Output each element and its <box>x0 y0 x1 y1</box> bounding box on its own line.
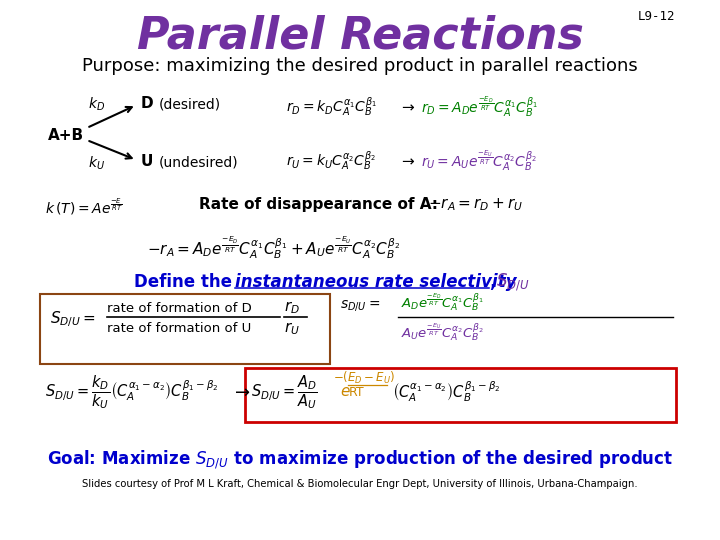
Text: $r_U$: $r_U$ <box>284 321 300 338</box>
Text: Slides courtesy of Prof M L Kraft, Chemical & Biomolecular Engr Dept, University: Slides courtesy of Prof M L Kraft, Chemi… <box>82 479 638 489</box>
Text: $\left(C_A^{\alpha_1-\alpha_2}\right)C_B^{\beta_1-\beta_2}$: $\left(C_A^{\alpha_1-\alpha_2}\right)C_B… <box>392 380 500 404</box>
Text: $A_U e^{\frac{-E_U}{RT}} C_A^{\alpha_2} C_B^{\beta_2}$: $A_U e^{\frac{-E_U}{RT}} C_A^{\alpha_2} … <box>401 321 483 343</box>
Text: $S_{D/U} = \dfrac{k_D}{k_U}\left(C_A^{\alpha_1-\alpha_2}\right)C_B^{\beta_1-\bet: $S_{D/U} = \dfrac{k_D}{k_U}\left(C_A^{\a… <box>45 373 219 411</box>
Text: $r_D = k_D C_A^{\alpha_1} C_B^{\beta_1}$: $r_D = k_D C_A^{\alpha_1} C_B^{\beta_1}$ <box>286 96 377 119</box>
Text: $k_D$: $k_D$ <box>89 95 106 113</box>
Text: L9-12: L9-12 <box>637 10 675 23</box>
Text: $S_{D/U}$: $S_{D/U}$ <box>496 271 529 293</box>
Text: $-(E_D-E_U)$: $-(E_D-E_U)$ <box>333 370 395 386</box>
Text: RT: RT <box>349 387 365 400</box>
Text: $k_U$: $k_U$ <box>89 154 105 172</box>
Text: $\rightarrow$: $\rightarrow$ <box>399 153 416 168</box>
Text: Purpose: maximizing the desired product in parallel reactions: Purpose: maximizing the desired product … <box>82 57 638 75</box>
Text: $r_U = A_U e^{\frac{-E_U}{RT}} C_A^{\alpha_2} C_B^{\beta_2}$: $r_U = A_U e^{\frac{-E_U}{RT}} C_A^{\alp… <box>420 148 537 173</box>
Text: $s_{D/U} =$: $s_{D/U} =$ <box>340 300 380 314</box>
Text: $r_D$: $r_D$ <box>284 300 300 316</box>
Text: instantaneous rate selectivity: instantaneous rate selectivity <box>235 273 517 291</box>
Text: $A_D e^{\frac{-E_D}{RT}} C_A^{\alpha_1} C_B^{\beta_1}$: $A_D e^{\frac{-E_D}{RT}} C_A^{\alpha_1} … <box>401 291 484 313</box>
Text: U: U <box>141 154 153 170</box>
Text: Parallel Reactions: Parallel Reactions <box>137 15 583 57</box>
Text: Goal: Maximize $S_{D/U}$ to maximize production of the desired product: Goal: Maximize $S_{D/U}$ to maximize pro… <box>47 449 673 471</box>
Text: $\rightarrow$: $\rightarrow$ <box>399 99 416 114</box>
Text: $-r_A = A_D e^{\frac{-E_D}{RT}} C_A^{\alpha_1} C_B^{\beta_1} + A_U e^{\frac{-E_U: $-r_A = A_D e^{\frac{-E_D}{RT}} C_A^{\al… <box>148 234 401 261</box>
Text: $\rightarrow$: $\rightarrow$ <box>231 383 251 401</box>
Text: $S_{D/U} = \dfrac{A_D}{A_U}$: $S_{D/U} = \dfrac{A_D}{A_U}$ <box>251 373 318 411</box>
Text: Define the: Define the <box>134 273 238 291</box>
Text: $S_{D/U} =$: $S_{D/U} =$ <box>50 309 96 329</box>
Text: (desired): (desired) <box>159 97 221 111</box>
Text: D: D <box>141 97 153 111</box>
Text: rate of formation of D: rate of formation of D <box>107 301 251 314</box>
Text: $r_D = A_D e^{\frac{-E_D}{RT}} C_A^{\alpha_1} C_B^{\beta_1}$: $r_D = A_D e^{\frac{-E_D}{RT}} C_A^{\alp… <box>420 94 538 119</box>
Text: $r_U = k_U C_A^{\alpha_2} C_B^{\beta_2}$: $r_U = k_U C_A^{\alpha_2} C_B^{\beta_2}$ <box>286 150 376 173</box>
Text: (undesired): (undesired) <box>159 155 238 169</box>
Bar <box>245 368 676 422</box>
Text: Rate of disappearance of A:: Rate of disappearance of A: <box>199 198 438 213</box>
Text: $-r_A = r_D + r_U$: $-r_A = r_D + r_U$ <box>428 197 523 213</box>
Text: A+B: A+B <box>48 127 84 143</box>
Text: rate of formation of U: rate of formation of U <box>107 321 251 334</box>
FancyBboxPatch shape <box>40 294 330 364</box>
Text: $k\,(T) = Ae^{\frac{-E}{RT}}$: $k\,(T) = Ae^{\frac{-E}{RT}}$ <box>45 197 122 217</box>
Text: $e$: $e$ <box>340 384 351 400</box>
Text: ,: , <box>490 273 496 291</box>
